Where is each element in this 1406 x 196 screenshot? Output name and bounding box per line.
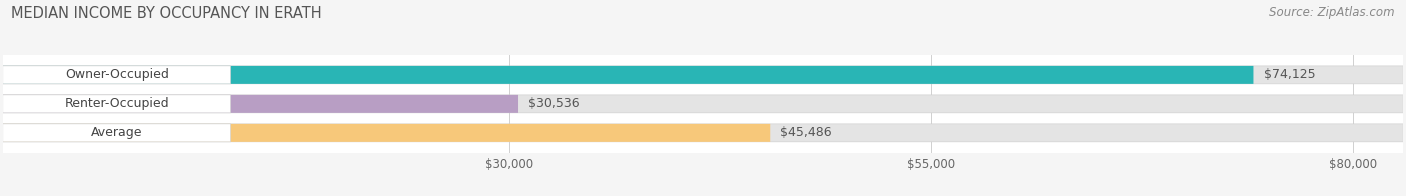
Text: $30,536: $30,536 <box>529 97 579 110</box>
Text: $45,486: $45,486 <box>780 126 832 139</box>
FancyBboxPatch shape <box>3 95 1403 113</box>
Text: Owner-Occupied: Owner-Occupied <box>65 68 169 81</box>
FancyBboxPatch shape <box>3 66 1254 84</box>
FancyBboxPatch shape <box>3 66 231 84</box>
Text: $74,125: $74,125 <box>1264 68 1315 81</box>
FancyBboxPatch shape <box>3 95 231 113</box>
FancyBboxPatch shape <box>3 66 1403 84</box>
Text: MEDIAN INCOME BY OCCUPANCY IN ERATH: MEDIAN INCOME BY OCCUPANCY IN ERATH <box>11 6 322 21</box>
FancyBboxPatch shape <box>3 124 231 142</box>
Text: Source: ZipAtlas.com: Source: ZipAtlas.com <box>1270 6 1395 19</box>
Text: Renter-Occupied: Renter-Occupied <box>65 97 169 110</box>
FancyBboxPatch shape <box>3 124 1403 142</box>
Text: Average: Average <box>91 126 142 139</box>
FancyBboxPatch shape <box>3 124 770 142</box>
FancyBboxPatch shape <box>3 95 517 113</box>
